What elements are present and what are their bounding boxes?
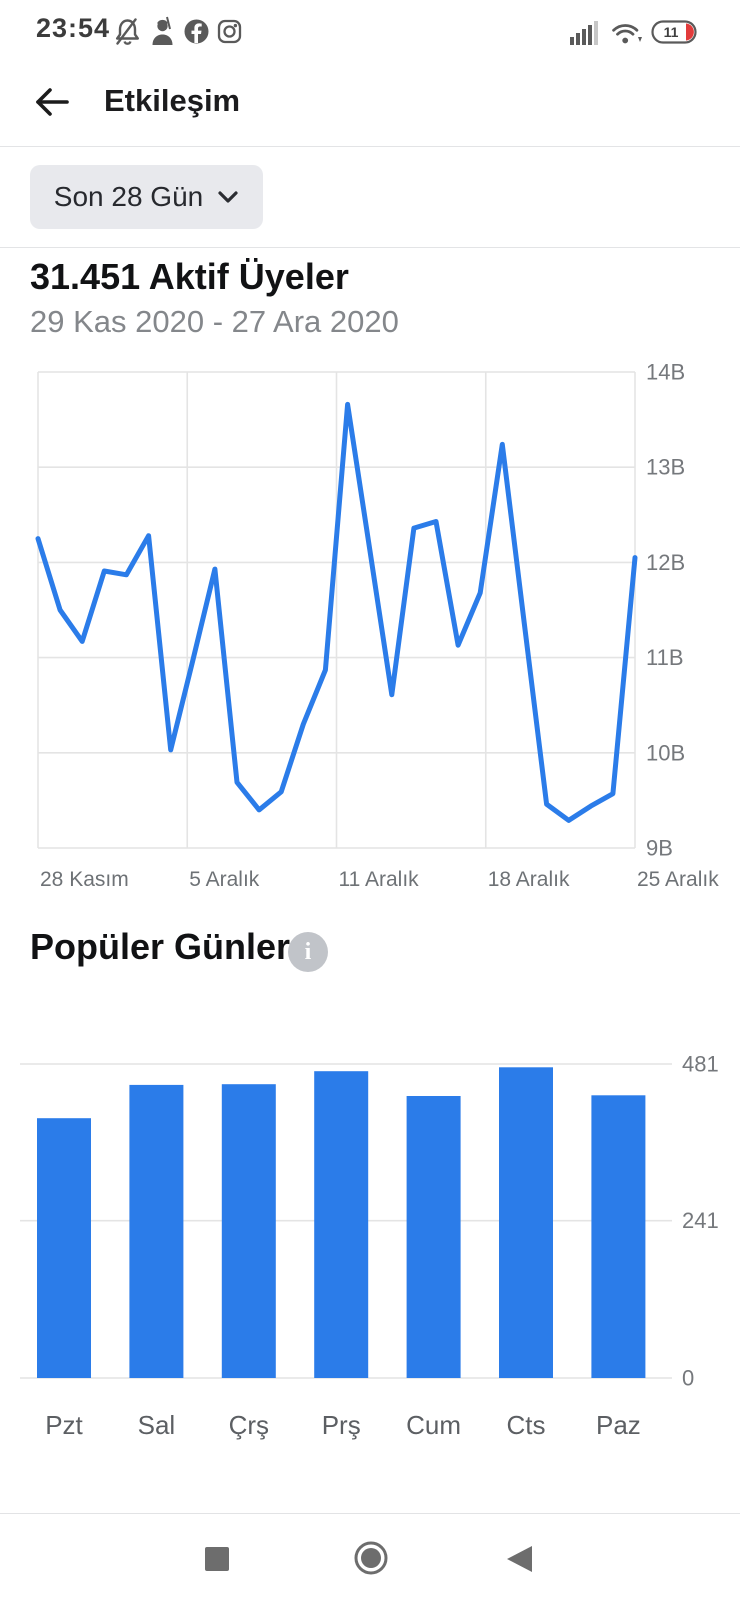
facebook-icon [184,19,209,44]
y-axis-tick-label: 9B [646,836,673,861]
x-axis-tick-label: 28 Kasım [40,868,129,891]
x-axis-tick-label: 25 Aralık [637,868,719,891]
app-header: Etkileşim [0,56,740,147]
y-axis-tick-label: 0 [682,1366,694,1391]
x-axis-category-label: Paz [596,1410,641,1440]
info-icon[interactable]: i [288,932,328,972]
bar-Sal [129,1084,184,1378]
bar-Prş [314,1071,369,1378]
popular-days-chart: 0 241 481 Pzt Sal Çrş Prş Cum Cts Paz [20,1052,719,1440]
x-axis-category-label: Cts [507,1410,546,1440]
battery-percent-text: 11 [664,24,679,40]
y-axis-tick-label: 12B [646,550,685,575]
bar-Pzt [37,1118,91,1378]
nav-back-button[interactable] [507,1546,532,1572]
x-axis-tick-label: 5 Aralık [189,868,260,891]
battery-low-fill [686,23,694,41]
y-axis-tick-label: 13B [646,455,685,480]
status-bar-clock: 23:54 [36,13,111,43]
x-axis-category-label: Pzt [45,1410,83,1440]
x-axis-category-label: Prş [322,1410,361,1440]
chevron-down-icon [218,191,238,203]
signal-strength-icon [570,21,598,45]
nav-divider [0,1513,740,1514]
bar-Paz [591,1095,646,1378]
game-soldier-icon [152,16,173,45]
y-axis-tick-label: 14B [646,360,685,385]
x-axis-category-label: Çrş [229,1410,269,1440]
notifications-muted-icon [116,18,139,45]
date-range-label: Son 28 Gün [53,181,204,212]
x-axis-tick-label: 18 Aralık [488,868,570,891]
x-axis-tick-label: 11 Aralık [339,868,420,891]
y-axis-tick-label: 241 [682,1208,719,1233]
filter-bar: Son 28 Gün [0,147,740,248]
bar-Çrş [221,1084,276,1378]
battery-icon: 11 [651,20,697,44]
bar-Cts [499,1067,553,1378]
x-axis-category-label: Sal [138,1410,176,1440]
active-members-chart: 9B 10B 11B 12B 13B 14B 28 Kasım 5 Aralık 11 Aral… [35,360,719,891]
active-members-line-series [35,401,638,823]
bar-Cum [406,1096,461,1378]
nav-home-button[interactable] [353,1540,389,1576]
instagram-icon [217,19,242,44]
back-arrow-icon[interactable] [32,82,72,122]
active-members-date-range: 29 Kas 2020 - 27 Ara 2020 [30,304,399,339]
page-title: Etkileşim [104,83,241,118]
wifi-icon [612,24,642,44]
y-axis-tick-label: 10B [646,740,685,765]
popular-days-title: Popüler Günler [30,926,291,967]
x-axis-category-label: Cum [406,1410,461,1440]
y-axis-tick-label: 481 [682,1052,719,1077]
y-axis-tick-label: 11B [646,645,684,670]
nav-recents-button[interactable] [205,1547,229,1571]
info-icon-glyph: i [304,938,312,965]
date-range-dropdown[interactable]: Son 28 Gün [30,165,263,229]
active-members-title: 31.451 Aktif Üyeler [30,256,349,297]
